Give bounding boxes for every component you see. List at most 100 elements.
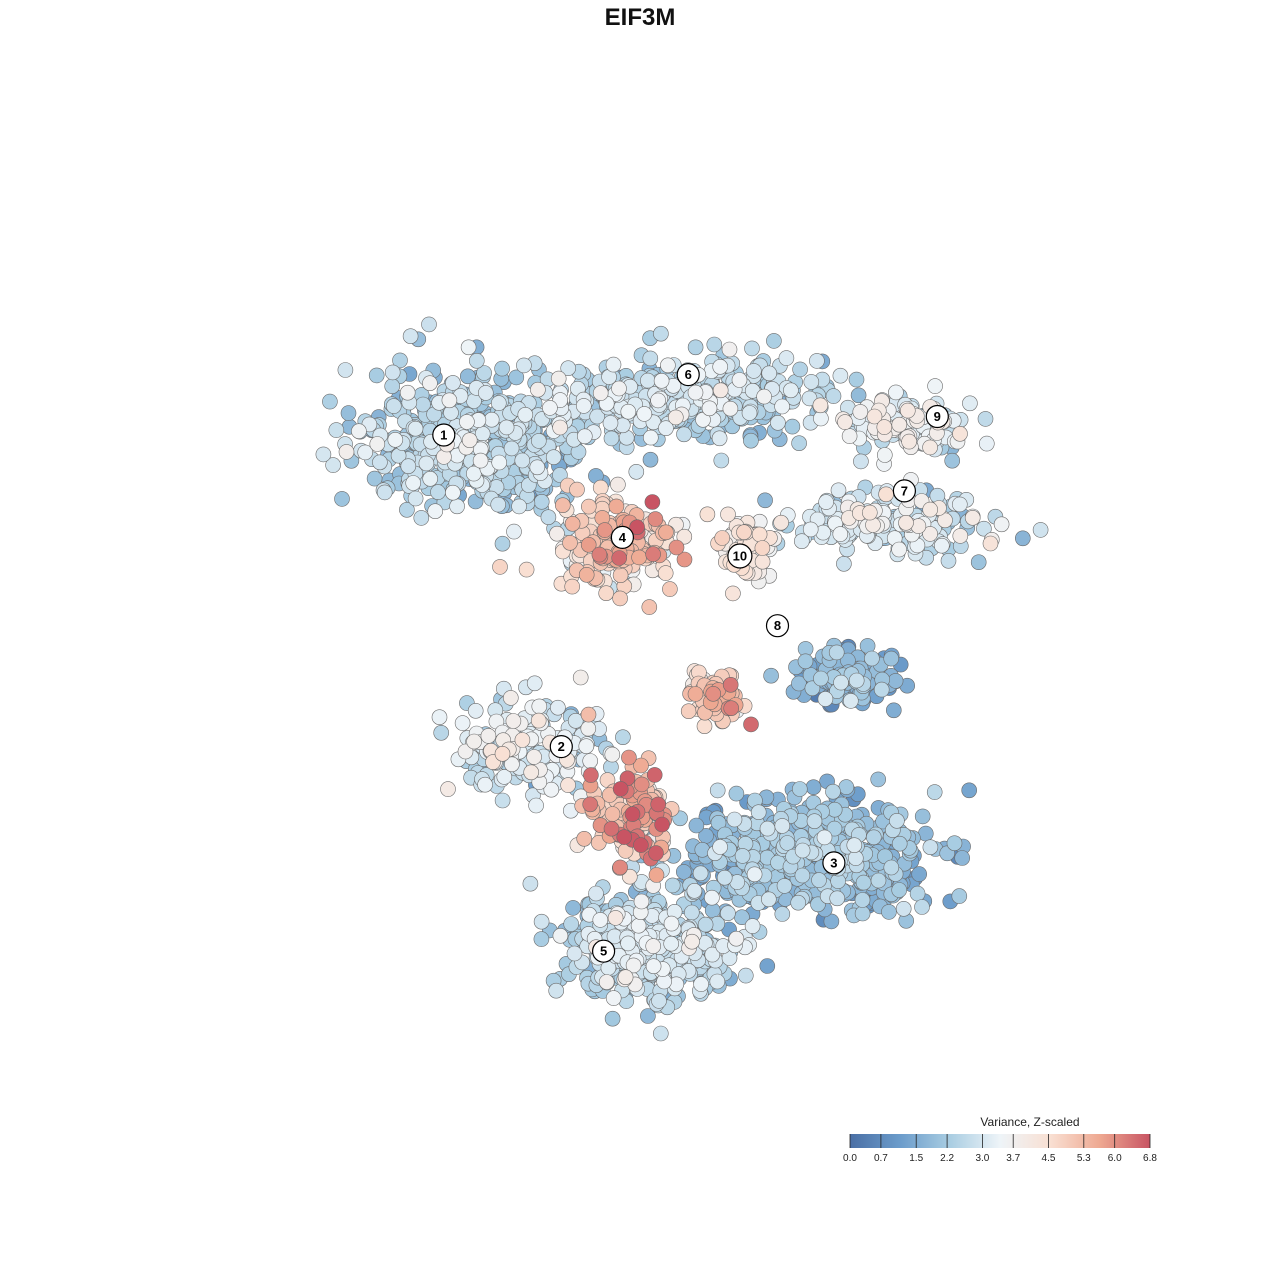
cell-point <box>567 712 584 729</box>
cluster-label-badge <box>765 614 790 638</box>
cell-point <box>477 385 494 401</box>
cell-point <box>723 700 740 717</box>
cell-point <box>490 496 507 513</box>
cell-point <box>508 369 525 386</box>
cell-point <box>891 882 908 898</box>
cell-point <box>366 470 383 487</box>
cell-point <box>642 451 659 468</box>
cell-point <box>433 724 450 741</box>
cell-point <box>978 435 995 452</box>
cell-point <box>714 530 731 546</box>
cell-point <box>658 420 674 437</box>
cell-point <box>891 416 908 433</box>
colorbar-ticks: 0.0 0.7 1.5 2.2 3.0 3.7 4.5 5.3 6.0 6.8 <box>843 1134 1157 1164</box>
cell-point <box>760 891 777 908</box>
cell-point <box>514 452 531 469</box>
cell-point <box>604 746 621 763</box>
cell-point <box>459 414 475 430</box>
cell-point <box>873 681 890 698</box>
cell-point <box>914 808 931 825</box>
cell-point <box>731 372 748 388</box>
cell-point <box>876 447 893 463</box>
cell-point <box>636 406 653 422</box>
cell-point <box>709 782 726 799</box>
cell-point <box>825 783 841 800</box>
cell-point <box>550 370 567 387</box>
cell-point <box>686 882 703 899</box>
cell-point <box>528 797 544 814</box>
cell-point <box>741 405 758 421</box>
cell-point <box>511 498 527 515</box>
cell-point <box>885 702 902 719</box>
cell-point <box>633 837 649 853</box>
cluster-label-text: 5 <box>600 944 607 959</box>
cluster-label-9: 9 <box>925 404 949 429</box>
cell-point <box>526 675 543 692</box>
cell-point <box>797 653 814 670</box>
cell-point <box>854 905 871 922</box>
cell-point <box>817 691 834 707</box>
cell-point <box>952 425 968 442</box>
cell-point <box>647 511 664 527</box>
cell-point <box>650 796 667 813</box>
cell-point <box>611 550 628 566</box>
cell-point <box>926 784 943 800</box>
cell-point <box>705 685 722 702</box>
cluster-label-4: 4 <box>610 525 635 550</box>
cell-point <box>603 430 620 447</box>
cell-point <box>645 958 662 975</box>
cell-point <box>399 384 416 401</box>
cell-point <box>372 454 388 471</box>
cell-point <box>592 385 609 401</box>
cell-point <box>531 698 548 715</box>
cell-point <box>883 859 900 876</box>
cell-point <box>494 535 511 552</box>
cell-point <box>792 361 808 378</box>
cell-point <box>842 693 859 709</box>
cluster-label-3: 3 <box>822 851 846 875</box>
cell-point <box>583 767 599 783</box>
cell-point <box>357 444 374 461</box>
cell-point <box>704 946 721 963</box>
cell-point <box>334 491 350 507</box>
cell-point <box>337 362 354 378</box>
cell-point <box>631 549 647 566</box>
cell-point <box>440 781 456 797</box>
colorbar-tick-label: 0.7 <box>874 1153 888 1164</box>
cell-point <box>743 432 759 449</box>
cluster-label-1: 1 <box>432 423 456 447</box>
cell-point <box>1032 522 1049 538</box>
cell-point <box>865 829 882 846</box>
cell-point <box>580 720 597 737</box>
cell-point <box>468 352 485 369</box>
cell-point <box>608 498 625 515</box>
cell-point <box>850 387 867 404</box>
cell-point <box>560 777 576 793</box>
cell-point <box>548 982 565 999</box>
cell-point <box>611 380 627 397</box>
cell-point <box>431 709 448 726</box>
cell-point <box>629 519 645 536</box>
cell-point <box>954 850 971 866</box>
cell-point <box>794 842 811 859</box>
cell-point <box>861 504 878 521</box>
cell-point <box>580 498 597 515</box>
cell-point <box>668 539 685 556</box>
cell-point <box>713 452 730 469</box>
cell-point <box>961 782 978 799</box>
cell-point <box>605 356 622 373</box>
cell-point <box>946 835 963 852</box>
cell-point <box>898 514 914 531</box>
cell-point <box>592 479 609 496</box>
cell-point <box>392 352 408 369</box>
cell-point <box>612 859 628 876</box>
cell-point <box>560 360 577 377</box>
cell-point <box>687 686 704 702</box>
cell-point <box>887 673 904 689</box>
cell-point <box>328 422 345 438</box>
cell-point <box>699 506 716 523</box>
cell-point <box>615 729 631 746</box>
cell-point <box>728 785 745 802</box>
cell-point <box>745 363 762 379</box>
